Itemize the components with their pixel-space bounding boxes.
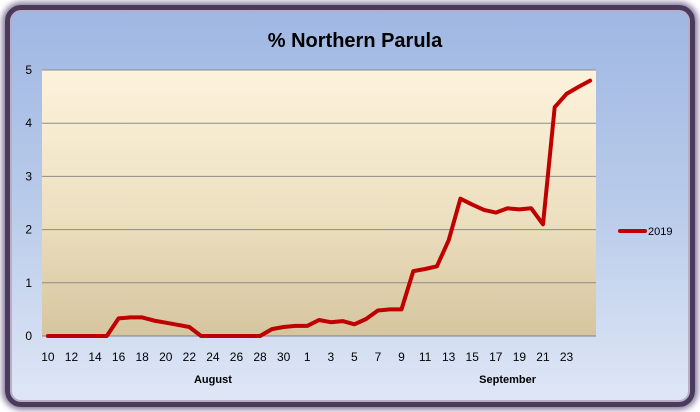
x-tick-label: 15 <box>466 350 480 364</box>
x-tick-label: 30 <box>277 350 291 364</box>
legend-label: 2019 <box>648 226 672 238</box>
legend: 2019 <box>618 226 672 238</box>
x-tick-label: 28 <box>253 350 267 364</box>
y-tick-label: 4 <box>25 116 32 130</box>
x-tick-label: 12 <box>65 350 79 364</box>
x-tick-label: 9 <box>398 350 405 364</box>
x-tick-label: 16 <box>112 350 126 364</box>
y-tick-label: 3 <box>25 169 32 183</box>
series-line <box>45 78 593 338</box>
y-tick-label: 0 <box>25 329 32 343</box>
y-tick-label: 1 <box>25 276 32 290</box>
chart-title: % Northern Parula <box>268 30 443 52</box>
x-tick-label: 18 <box>136 350 150 364</box>
x-tick-label: 13 <box>442 350 456 364</box>
x-tick-label: 14 <box>88 350 102 364</box>
x-tick-label: 23 <box>560 350 574 364</box>
x-group-label: August <box>194 374 232 386</box>
x-tick-label: 21 <box>536 350 550 364</box>
x-tick-label: 5 <box>351 350 358 364</box>
plot-background <box>42 70 596 336</box>
x-tick-label: 22 <box>183 350 197 364</box>
chart-frame: % Northern Parula 0 1 2 3 4 5 10 12 14 16 18 20 22 24… <box>5 5 695 407</box>
y-tick-label: 5 <box>25 63 32 77</box>
x-tick-label: 26 <box>230 350 244 364</box>
x-tick-label: 7 <box>375 350 382 364</box>
x-tick-label: 20 <box>159 350 173 364</box>
x-tick-label: 10 <box>41 350 55 364</box>
x-tick-label: 19 <box>513 350 527 364</box>
x-group-label: September <box>479 374 537 386</box>
x-tick-label: 24 <box>206 350 220 364</box>
x-tick-label: 17 <box>489 350 503 364</box>
x-tick-label: 11 <box>419 350 432 364</box>
x-tick-label: 3 <box>327 350 334 364</box>
y-tick-label: 2 <box>25 223 32 237</box>
x-tick-label: 1 <box>304 350 311 364</box>
